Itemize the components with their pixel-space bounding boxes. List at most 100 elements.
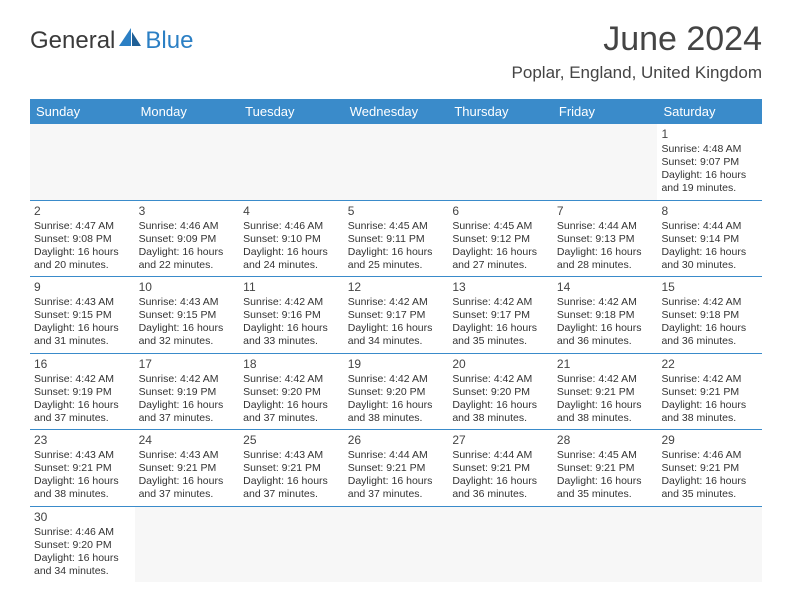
- day-number: 25: [243, 433, 340, 448]
- sunrise-line: Sunrise: 4:48 AM: [661, 143, 758, 156]
- day-number: 23: [34, 433, 131, 448]
- daylight-line: Daylight: 16 hours and 20 minutes.: [34, 246, 131, 272]
- day-number: 12: [348, 280, 445, 295]
- sunset-line: Sunset: 9:20 PM: [243, 386, 340, 399]
- week-row: 16 Sunrise: 4:42 AM Sunset: 9:19 PM Dayligh…: [30, 354, 762, 431]
- day-number: 5: [348, 204, 445, 219]
- day-cell: 12Sunrise: 4:42 AMSunset: 9:17 PMDayligh…: [344, 277, 449, 353]
- sunset-line: Sunset: 9:15 PM: [34, 309, 131, 322]
- day-cell-empty: [448, 507, 553, 583]
- day-cell: 2Sunrise: 4:47 AMSunset: 9:08 PMDaylight…: [30, 201, 135, 277]
- sunrise-line: Sunrise: 4:42 AM: [661, 296, 758, 309]
- daylight-line: Daylight: 16 hours and 37 minutes.: [243, 475, 340, 501]
- day-cell: 19Sunrise: 4:42 AMSunset: 9:20 PMDayligh…: [344, 354, 449, 430]
- daylight-line: Daylight: 16 hours and 30 minutes.: [661, 246, 758, 272]
- daylight-line: Daylight: 16 hours and 36 minutes.: [661, 322, 758, 348]
- week-row: 30Sunrise: 4:46 AMSunset: 9:20 PMDayligh…: [30, 507, 762, 583]
- day-number: 28: [557, 433, 654, 448]
- day-headers-row: SundayMondayTuesdayWednesdayThursdayFrid…: [30, 99, 762, 124]
- sunrise-line: Sunrise: 4:45 AM: [557, 449, 654, 462]
- sunrise-line: Sunrise: 4:42 AM: [452, 373, 549, 386]
- day-number: 3: [139, 204, 236, 219]
- sunrise-line: Sunrise: 4:46 AM: [34, 526, 131, 539]
- sunset-line: Sunset: 9:09 PM: [139, 233, 236, 246]
- sunset-line: Sunset: 9:10 PM: [243, 233, 340, 246]
- day-cell: 14Sunrise: 4:42 AMSunset: 9:18 PMDayligh…: [553, 277, 658, 353]
- day-header: Wednesday: [344, 99, 449, 124]
- day-cell: 18Sunrise: 4:42 AMSunset: 9:20 PMDayligh…: [239, 354, 344, 430]
- sunset-line: Sunset: 9:21 PM: [557, 386, 654, 399]
- daylight-line: Daylight: 16 hours and 37 minutes.: [139, 399, 236, 425]
- day-cell: 29Sunrise: 4:46 AMSunset: 9:21 PMDayligh…: [657, 430, 762, 506]
- daylight-line: Daylight: 16 hours and 25 minutes.: [348, 246, 445, 272]
- day-cell: 5Sunrise: 4:45 AMSunset: 9:11 PMDaylight…: [344, 201, 449, 277]
- day-number: 24: [139, 433, 236, 448]
- day-cell-empty: [344, 124, 449, 200]
- day-cell-empty: [30, 124, 135, 200]
- daylight-line: Daylight: 16 hours and 38 minutes.: [557, 399, 654, 425]
- sunset-line: Sunset: 9:21 PM: [661, 462, 758, 475]
- day-cell: 23Sunrise: 4:43 AMSunset: 9:21 PMDayligh…: [30, 430, 135, 506]
- sunset-line: Sunset: 9:18 PM: [557, 309, 654, 322]
- day-cell: 30Sunrise: 4:46 AMSunset: 9:20 PMDayligh…: [30, 507, 135, 583]
- sunrise-line: Sunrise: 4:45 AM: [348, 220, 445, 233]
- day-number: 30: [34, 510, 131, 525]
- sunset-line: Sunset: 9:08 PM: [34, 233, 131, 246]
- month-title: June 2024: [512, 20, 762, 59]
- sunrise-line: Sunrise: 4:43 AM: [34, 296, 131, 309]
- daylight-line: Daylight: 16 hours and 28 minutes.: [557, 246, 654, 272]
- day-number: 18: [243, 357, 340, 372]
- day-header: Friday: [553, 99, 658, 124]
- day-cell: 15Sunrise: 4:42 AMSunset: 9:18 PMDayligh…: [657, 277, 762, 353]
- sunrise-line: Sunrise: 4:47 AM: [34, 220, 131, 233]
- header: General Blue June 2024 Poplar, England, …: [0, 0, 792, 91]
- sunrise-line: Sunrise: 4:42 AM: [557, 373, 654, 386]
- daylight-line: Daylight: 16 hours and 24 minutes.: [243, 246, 340, 272]
- day-cell: 11Sunrise: 4:42 AMSunset: 9:16 PMDayligh…: [239, 277, 344, 353]
- sunrise-line: Sunrise: 4:46 AM: [243, 220, 340, 233]
- daylight-line: Daylight: 16 hours and 34 minutes.: [34, 552, 131, 578]
- daylight-line: Daylight: 16 hours and 35 minutes.: [557, 475, 654, 501]
- sunrise-line: Sunrise: 4:42 AM: [557, 296, 654, 309]
- day-cell: 17Sunrise: 4:42 AMSunset: 9:19 PMDayligh…: [135, 354, 240, 430]
- day-cell-empty: [239, 124, 344, 200]
- day-cell-empty: [135, 507, 240, 583]
- sunrise-line: Sunrise: 4:43 AM: [139, 296, 236, 309]
- daylight-line: Daylight: 16 hours and 37 minutes.: [348, 475, 445, 501]
- sunset-line: Sunset: 9:11 PM: [348, 233, 445, 246]
- sunset-line: Sunset: 9:20 PM: [452, 386, 549, 399]
- sunset-line: Sunset: 9:13 PM: [557, 233, 654, 246]
- sunrise-line: Sunrise: 4:45 AM: [452, 220, 549, 233]
- sunrise-line: Sunrise: 4:46 AM: [661, 449, 758, 462]
- day-cell: 22Sunrise: 4:42 AMSunset: 9:21 PMDayligh…: [657, 354, 762, 430]
- day-cell: 10Sunrise: 4:43 AMSunset: 9:15 PMDayligh…: [135, 277, 240, 353]
- daylight-line: Daylight: 16 hours and 36 minutes.: [452, 475, 549, 501]
- sunrise-line: Sunrise: 4:42 AM: [348, 373, 445, 386]
- sunset-line: Sunset: 9:19 PM: [34, 386, 131, 399]
- daylight-line: Daylight: 16 hours and 35 minutes.: [452, 322, 549, 348]
- location-text: Poplar, England, United Kingdom: [512, 63, 762, 83]
- sunrise-line: Sunrise: 4:42 AM: [452, 296, 549, 309]
- day-cell: 9Sunrise: 4:43 AMSunset: 9:15 PMDaylight…: [30, 277, 135, 353]
- logo-text-blue: Blue: [145, 27, 193, 55]
- day-number: 29: [661, 433, 758, 448]
- weeks-container: 1Sunrise: 4:48 AMSunset: 9:07 PMDaylight…: [30, 124, 762, 582]
- daylight-line: Daylight: 16 hours and 19 minutes.: [661, 169, 758, 195]
- sunset-line: Sunset: 9:21 PM: [243, 462, 340, 475]
- daylight-line: Daylight: 16 hours and 35 minutes.: [661, 475, 758, 501]
- day-cell-empty: [344, 507, 449, 583]
- day-number: 26: [348, 433, 445, 448]
- day-number: 19: [348, 357, 445, 372]
- day-number: 4: [243, 204, 340, 219]
- sunrise-line: Sunrise: 4:43 AM: [139, 449, 236, 462]
- sunset-line: Sunset: 9:21 PM: [139, 462, 236, 475]
- sunset-line: Sunset: 9:07 PM: [661, 156, 758, 169]
- sunset-line: Sunset: 9:20 PM: [34, 539, 131, 552]
- sunrise-line: Sunrise: 4:42 AM: [661, 373, 758, 386]
- daylight-line: Daylight: 16 hours and 36 minutes.: [557, 322, 654, 348]
- sunset-line: Sunset: 9:14 PM: [661, 233, 758, 246]
- day-number: 16: [34, 357, 131, 372]
- week-row: 23Sunrise: 4:43 AMSunset: 9:21 PMDayligh…: [30, 430, 762, 507]
- day-number: 15: [661, 280, 758, 295]
- sunset-line: Sunset: 9:20 PM: [348, 386, 445, 399]
